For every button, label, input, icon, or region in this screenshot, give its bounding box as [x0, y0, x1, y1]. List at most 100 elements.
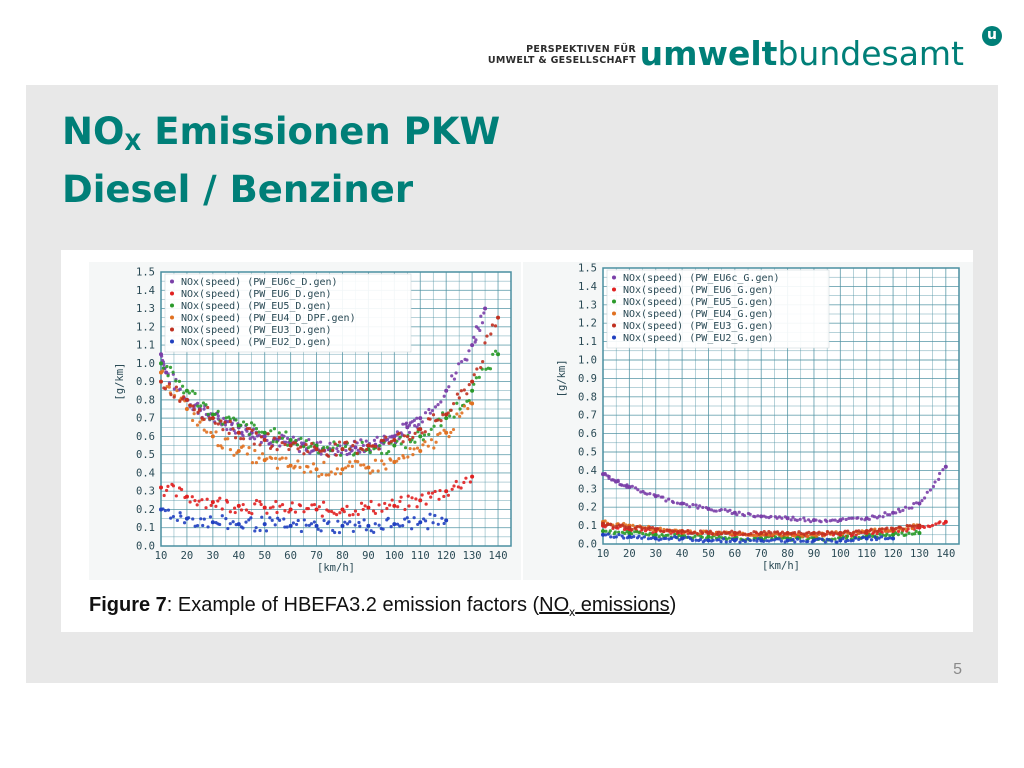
data-point [428, 417, 432, 421]
data-point [867, 517, 871, 521]
data-point [197, 499, 201, 503]
data-point [795, 518, 799, 522]
y-tick-label: 0.7 [136, 413, 155, 425]
data-point [407, 437, 412, 442]
data-point [389, 439, 394, 443]
data-point [869, 527, 873, 531]
data-point [336, 443, 340, 447]
data-point [695, 531, 699, 536]
data-point [825, 519, 829, 523]
data-point [657, 534, 661, 539]
data-point [174, 379, 178, 383]
data-point [298, 465, 302, 469]
x-tick-label: 40 [232, 550, 245, 562]
data-point [297, 449, 302, 454]
data-point [280, 456, 284, 460]
data-point [223, 420, 227, 424]
data-point [266, 432, 270, 436]
data-point [414, 497, 418, 501]
data-point [422, 433, 427, 437]
data-point [698, 504, 702, 508]
data-point [171, 514, 176, 519]
data-point [380, 459, 384, 463]
data-point [291, 435, 295, 439]
data-point [415, 416, 419, 420]
data-point [280, 502, 285, 507]
data-point [775, 516, 779, 520]
data-point [405, 434, 410, 439]
data-point [167, 385, 171, 389]
caption-label: Figure 7 [89, 594, 167, 616]
data-point [250, 460, 255, 465]
data-point [199, 517, 203, 521]
data-point [737, 510, 741, 514]
data-point [878, 532, 882, 536]
data-point [833, 537, 837, 541]
legend-entry: NOx(speed) (PW_EU5_G.gen) [623, 297, 774, 308]
data-point [193, 391, 197, 396]
data-point [716, 530, 721, 534]
data-point [233, 510, 237, 515]
data-point [851, 531, 856, 535]
legend-entry: NOx(speed) (PW_EU6c_G.gen) [623, 273, 780, 284]
data-point [167, 382, 172, 386]
data-point [274, 499, 278, 504]
data-point [302, 452, 306, 456]
data-point [458, 414, 462, 419]
data-point [711, 538, 715, 542]
data-point [175, 389, 179, 393]
data-point [891, 532, 896, 537]
data-point [329, 470, 333, 474]
data-point [637, 534, 641, 538]
data-point [864, 529, 869, 534]
data-point [706, 538, 711, 543]
legend-entry: NOx(speed) (PW_EU4_D_DPF.gen) [181, 313, 356, 324]
data-point [420, 420, 424, 424]
data-point [172, 387, 176, 391]
data-point [174, 494, 178, 498]
data-point [283, 525, 287, 529]
data-point [883, 537, 888, 541]
y-tick-label: 1.4 [136, 285, 155, 297]
data-point [295, 443, 300, 447]
data-point [213, 412, 217, 417]
data-point [205, 430, 209, 434]
data-point [259, 435, 263, 439]
data-point [635, 524, 639, 529]
data-point [202, 428, 206, 432]
data-point [178, 511, 182, 515]
data-point [206, 405, 210, 410]
data-point [658, 526, 662, 530]
y-tick-label: 1.0 [578, 355, 597, 367]
data-point [859, 530, 863, 535]
data-point [719, 540, 723, 544]
data-point [244, 520, 248, 524]
data-point [227, 431, 231, 435]
data-point [648, 531, 652, 536]
data-point [304, 523, 308, 527]
data-point [196, 410, 200, 414]
x-tick-label: 140 [936, 548, 955, 560]
data-point [195, 503, 199, 507]
data-point [799, 539, 803, 543]
data-point [907, 506, 911, 510]
data-point [764, 515, 768, 519]
legend-entry: NOx(speed) (PW_EU5_D.gen) [181, 301, 332, 312]
data-point [294, 522, 299, 527]
data-point [806, 534, 810, 538]
data-point [891, 527, 896, 532]
y-tick-label: 0.1 [136, 522, 155, 534]
data-point [277, 431, 281, 435]
data-point [428, 411, 432, 415]
data-point [664, 499, 668, 503]
data-point [789, 518, 793, 522]
data-point [210, 500, 215, 505]
data-point [662, 529, 666, 534]
data-point [706, 507, 711, 512]
data-point [413, 440, 417, 444]
data-point [376, 469, 380, 473]
data-point [348, 520, 352, 524]
data-point [874, 537, 879, 542]
data-point [454, 479, 458, 484]
y-tick-label: 1.0 [136, 358, 155, 370]
